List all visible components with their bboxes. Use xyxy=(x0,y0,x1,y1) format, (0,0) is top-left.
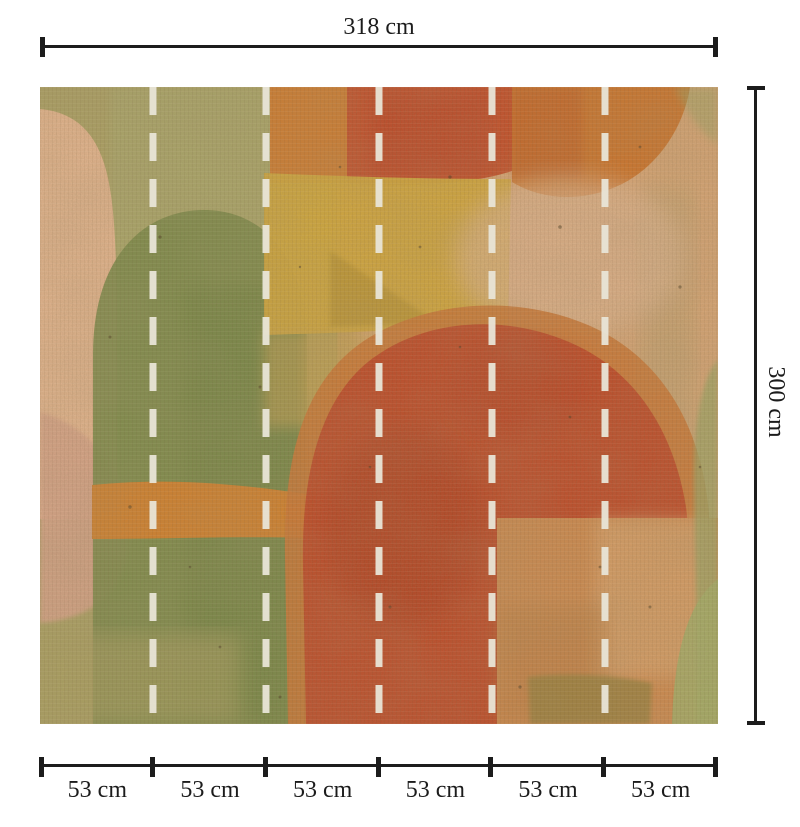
top-dimension-left-cap xyxy=(40,37,45,57)
panel-divider-dashed-lines xyxy=(149,87,609,724)
right-dimension-bottom-cap xyxy=(747,721,765,725)
right-dimension-top-cap xyxy=(747,86,765,90)
bottom-scale-tick-2 xyxy=(263,757,268,777)
top-dimension-label: 318 cm xyxy=(343,14,415,40)
segment-width-label: 53 cm xyxy=(180,777,240,803)
bottom-scale-tick-6 xyxy=(713,757,718,777)
top-dimension-line xyxy=(42,45,716,48)
wallpaper-mural-preview xyxy=(40,87,718,724)
bottom-scale-tick-0 xyxy=(39,757,44,777)
top-dimension-right-cap xyxy=(713,37,718,57)
right-dimension-line xyxy=(754,88,757,723)
segment-width-label: 53 cm xyxy=(67,777,127,803)
right-dimension-label: 300 cm xyxy=(763,366,789,438)
bottom-segment-labels: 53 cm 53 cm 53 cm 53 cm 53 cm 53 cm xyxy=(41,777,717,803)
bottom-scale-tick-3 xyxy=(376,757,381,777)
bottom-scale-tick-5 xyxy=(601,757,606,777)
bottom-scale-tick-4 xyxy=(488,757,493,777)
segment-width-label: 53 cm xyxy=(518,777,578,803)
segment-width-label: 53 cm xyxy=(405,777,466,803)
segment-width-label: 53 cm xyxy=(631,777,691,803)
bottom-scale-tick-1 xyxy=(150,757,155,777)
segment-width-label: 53 cm xyxy=(293,777,353,803)
